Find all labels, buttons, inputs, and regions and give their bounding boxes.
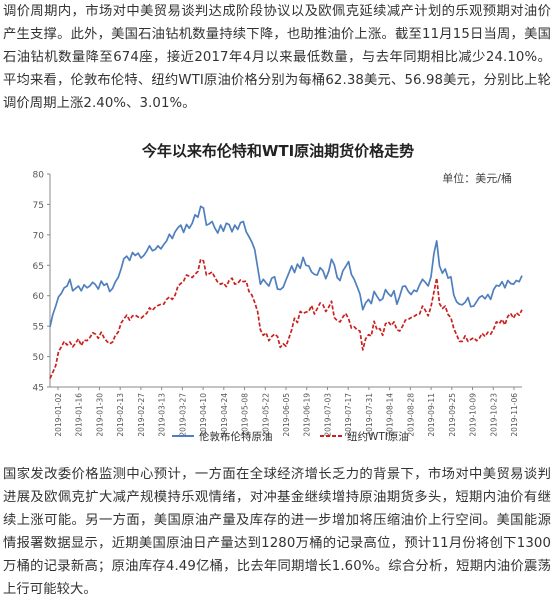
x-tick-label: 2019-10-09 [469, 393, 478, 437]
x-tick-label: 2019-09-25 [448, 393, 457, 437]
x-tick-label: 2019-07-03 [323, 393, 332, 437]
y-tick-label: 50 [33, 353, 45, 363]
chart-legend: 伦敦布伦特原油 纽约WTI原油 [172, 430, 409, 443]
x-tick-label: 2019-08-14 [386, 393, 395, 437]
y-tick-label: 70 [33, 231, 45, 241]
x-tick-label: 2019-06-05 [282, 393, 291, 437]
x-tick-label: 2019-03-27 [178, 393, 187, 437]
x-tick-label: 2019-02-13 [116, 393, 125, 437]
chart: 今年以来布伦特和WTI原油期货价格走势 单位：美元/桶 45 50 55 60 65 70… [0, 112, 557, 462]
x-tick-label: 2019-04-10 [199, 393, 208, 437]
x-tick-label: 2019-05-22 [261, 393, 270, 437]
legend-label-brent: 伦敦布伦特原油 [199, 430, 273, 443]
chart-unit-label: 单位：美元/桶 [442, 171, 512, 185]
x-tick-label: 2019-07-17 [344, 393, 353, 437]
chart-svg: 今年以来布伦特和WTI原油期货价格走势 单位：美元/桶 45 50 55 60 65 70… [0, 112, 557, 462]
y-tick-label: 75 [33, 201, 44, 211]
brent-series-line [49, 205, 523, 327]
paragraph-top: 调价周期内，市场对中美贸易谈判达成阶段协议以及欧佩克延续减产计划的乐观预期对油价… [3, 4, 551, 111]
y-tick-label: 65 [33, 262, 44, 272]
x-tick-label: 2019-11-06 [510, 393, 519, 437]
paragraph-bottom: 国家发改委价格监测中心预计，一方面在全球经济增长乏力的背景下，市场对中美贸易谈判… [3, 467, 551, 597]
y-tick-label: 55 [33, 323, 44, 333]
x-tick-label: 2019-04-24 [220, 393, 229, 437]
x-tick-label: 2019-10-23 [489, 393, 498, 437]
x-tick-label: 2019-01-02 [54, 393, 63, 437]
x-tick-label: 2019-07-31 [365, 393, 374, 437]
chart-title: 今年以来布伦特和WTI原油期货价格走势 [141, 142, 414, 160]
wti-series-line [49, 258, 523, 379]
x-tick-label: 2019-06-19 [303, 393, 312, 437]
x-tick-label: 2019-01-16 [75, 393, 84, 437]
x-tick-label: 2019-02-27 [137, 393, 146, 437]
y-tick-label: 45 [33, 384, 44, 394]
y-tick-label: 80 [33, 171, 45, 181]
x-tick-label: 2019-05-08 [241, 393, 250, 437]
legend-label-wti: 纽约WTI原油 [347, 430, 409, 443]
x-tick-label: 2019-09-11 [427, 393, 436, 437]
x-tick-label: 2019-01-30 [95, 393, 104, 437]
x-tick-label: 2019-08-28 [406, 393, 415, 437]
x-tick-label: 2019-03-13 [158, 393, 167, 437]
y-tick-label: 60 [33, 292, 45, 302]
